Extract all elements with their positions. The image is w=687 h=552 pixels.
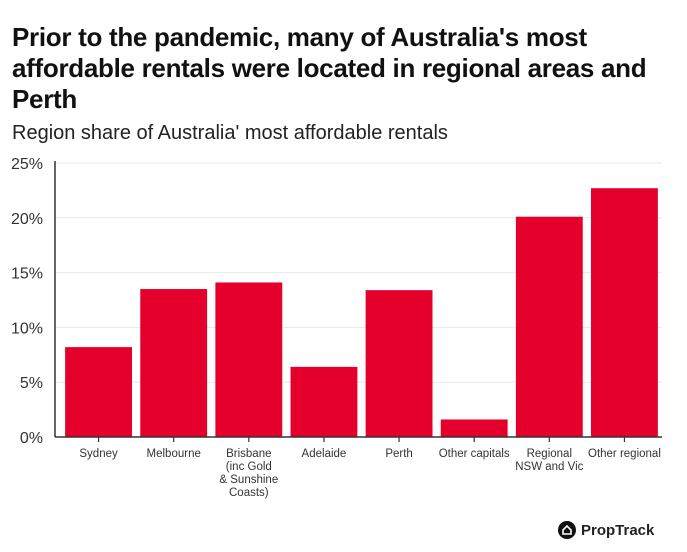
bar bbox=[140, 289, 208, 437]
x-tick-label: Perth bbox=[385, 448, 413, 460]
bar bbox=[65, 347, 132, 437]
y-tick-label: 5% bbox=[20, 375, 43, 392]
bar bbox=[215, 282, 283, 437]
y-tick-label: 25% bbox=[11, 156, 43, 173]
bar bbox=[440, 419, 508, 437]
y-tick-label: 10% bbox=[11, 320, 43, 337]
x-tick-label: Brisbane (inc Gold & Sunshine Coasts) bbox=[219, 448, 278, 499]
chart-title: Prior to the pandemic, many of Australia… bbox=[12, 22, 647, 114]
brand-name: PropTrack bbox=[581, 521, 655, 539]
proptrack-logo: PropTrack bbox=[558, 521, 654, 539]
x-tick-label: Other capitals bbox=[439, 448, 510, 460]
y-tick-label: 15% bbox=[11, 266, 43, 283]
y-tick-label: 0% bbox=[20, 430, 43, 447]
x-tick-label: Adelaide bbox=[302, 448, 347, 460]
bar bbox=[290, 366, 358, 437]
bar bbox=[365, 290, 433, 437]
y-tick-label: 20% bbox=[11, 211, 43, 228]
chart-subtitle: Region share of Australia' most affordab… bbox=[12, 122, 448, 144]
x-tick-label: Sydney bbox=[79, 448, 118, 460]
x-tick-label: Melbourne bbox=[147, 448, 201, 460]
x-tick-label: Regional NSW and Vic bbox=[515, 448, 583, 473]
house-icon bbox=[558, 521, 576, 539]
bar bbox=[591, 188, 658, 437]
x-tick-label: Other regional bbox=[588, 448, 661, 460]
bar bbox=[515, 216, 583, 437]
